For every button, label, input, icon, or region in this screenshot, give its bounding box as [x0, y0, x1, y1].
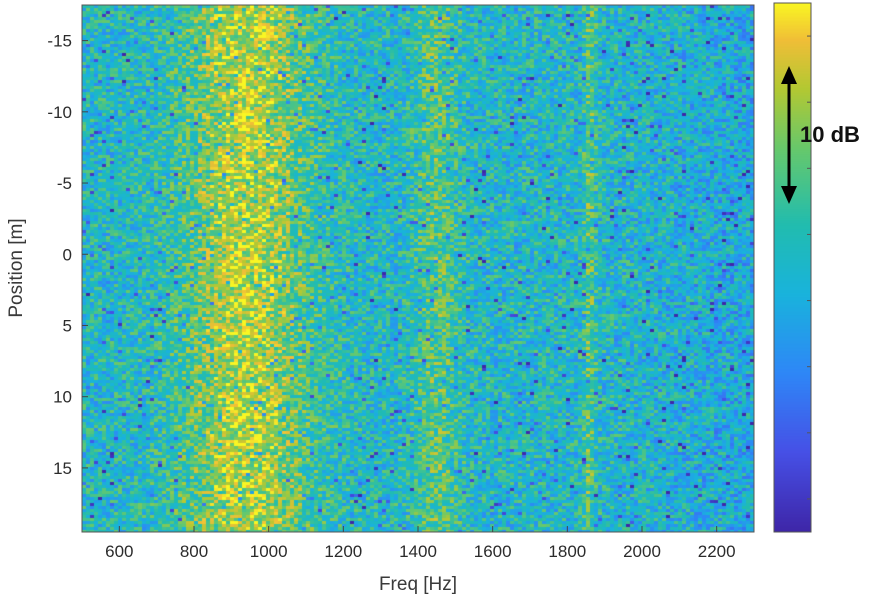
colorbar	[774, 3, 811, 532]
x-axis-ticks: 600 800 1000 1200 1400 1600 1800 2000 2200	[105, 526, 736, 561]
colorbar-frame	[773, 2, 812, 533]
plot-frame	[81, 4, 755, 533]
y-axis-ticks: -15 -10 -5 0 5 10 15	[47, 32, 88, 478]
x-tick-label: 1400	[399, 542, 437, 561]
heatmap-plot-area	[82, 5, 754, 532]
x-tick-label: 2200	[698, 542, 736, 561]
x-axis-label: Freq [Hz]	[379, 574, 457, 595]
scale-annotation: 10 dB	[781, 66, 860, 204]
y-tick-label: -5	[57, 174, 72, 193]
x-tick-label: 1200	[324, 542, 362, 561]
x-tick-label: 600	[105, 542, 133, 561]
y-tick-label: 10	[53, 388, 72, 407]
y-tick-label: -15	[47, 32, 72, 51]
y-tick-label: 15	[53, 459, 72, 478]
y-tick-label: -10	[47, 103, 72, 122]
scale-annotation-label: 10 dB	[800, 122, 860, 147]
x-tick-label: 800	[180, 542, 208, 561]
y-axis-label: Position [m]	[6, 218, 27, 317]
y-tick-label: 0	[63, 245, 72, 264]
x-tick-label: 1000	[250, 542, 288, 561]
arrow-down-icon	[781, 186, 797, 204]
colorbar-ticks	[807, 35, 811, 500]
y-tick-label: 5	[63, 316, 72, 335]
x-tick-label: 2000	[623, 542, 661, 561]
arrow-up-icon	[781, 66, 797, 84]
x-tick-label: 1800	[548, 542, 586, 561]
x-tick-label: 1600	[474, 542, 512, 561]
